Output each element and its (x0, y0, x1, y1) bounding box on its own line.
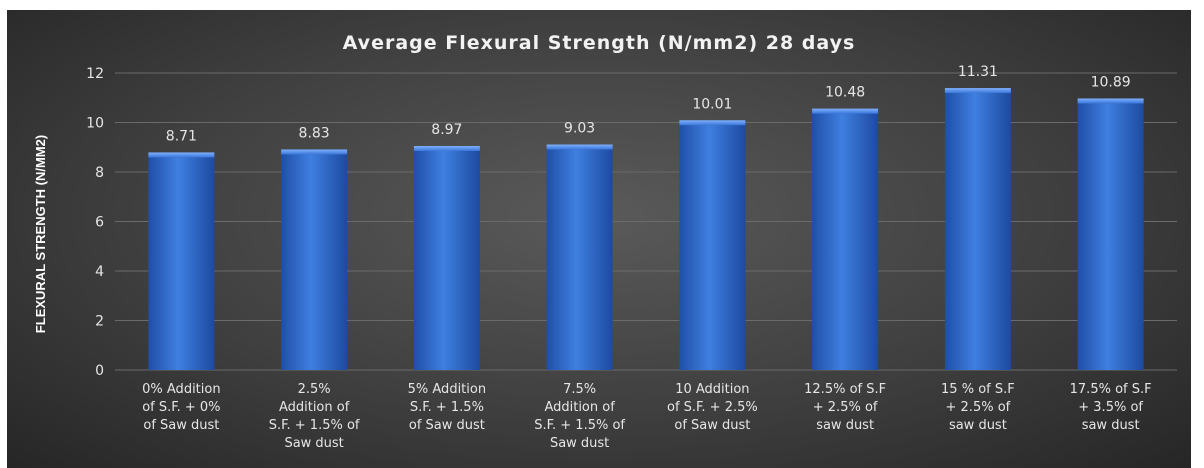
bar-cap (1077, 98, 1144, 104)
category-label: 10 Addition of S.F. + 2.5% of Saw dust (667, 382, 758, 433)
bar (413, 145, 480, 370)
bar-body (944, 90, 1011, 370)
bar-cap (812, 108, 879, 114)
category-label-line: Saw dust (284, 436, 343, 451)
category-label-line: of S.F. + 2.5% (667, 400, 758, 415)
bar (148, 152, 215, 370)
bar-cap (281, 149, 348, 155)
category-label-line: + 2.5% of (813, 400, 878, 415)
category-label-line: 5% Addition (408, 382, 486, 397)
bar (812, 108, 879, 371)
y-tick-label: 10 (86, 116, 104, 132)
category-label-line: 12.5% of S.F (804, 382, 886, 397)
chart-area: Average Flexural Strength (N/mm2) 28 day… (7, 10, 1191, 468)
bar-body (679, 122, 746, 370)
category-label-line: + 3.5% of (1078, 400, 1143, 415)
data-label: 9.03 (564, 121, 595, 137)
category-label: 15 % of S.F + 2.5% of saw dust (941, 382, 1015, 433)
data-label: 11.31 (958, 64, 998, 80)
category-label-line: saw dust (949, 418, 1007, 433)
category-label-line: of Saw dust (674, 418, 750, 433)
y-tick-label: 8 (95, 165, 104, 181)
category-label-line: 15 % of S.F (941, 382, 1015, 397)
category-label-line: 17.5% of S.F (1070, 382, 1152, 397)
bar (1077, 98, 1144, 370)
bar-body (281, 151, 348, 370)
category-label: 17.5% of S.F + 3.5% of saw dust (1070, 382, 1152, 433)
bar-cap (944, 88, 1011, 94)
data-label: 10.48 (825, 85, 865, 101)
y-axis-label: FLEXURAL STRENGTH (N/MM2) (33, 135, 48, 333)
category-label: 0% Addition of S.F. + 0% of Saw dust (142, 382, 220, 433)
category-label-line: Addition of (544, 400, 615, 415)
category-label: 5% Addition S.F. + 1.5% of Saw dust (408, 382, 486, 433)
category-label-line: 0% Addition (142, 382, 220, 397)
bar-body (546, 146, 613, 370)
data-label: 8.83 (299, 125, 330, 141)
category-label-line: saw dust (816, 418, 874, 433)
bar-body (812, 110, 879, 371)
bar (546, 144, 613, 370)
category-label-line: S.F. + 1.5% of (269, 418, 360, 433)
category-label-line: Addition of (279, 400, 350, 415)
chart-title: Average Flexural Strength (N/mm2) 28 day… (343, 32, 856, 54)
category-label-line: of S.F. + 0% (142, 400, 220, 415)
bar (944, 88, 1011, 370)
category-label-line: of Saw dust (143, 418, 219, 433)
data-label: 8.71 (166, 128, 197, 144)
bar-body (413, 147, 480, 370)
bar-body (1077, 100, 1144, 370)
bar-cap (679, 120, 746, 126)
data-label: 10.89 (1091, 74, 1131, 90)
bar-chart: Average Flexural Strength (N/mm2) 28 day… (33, 32, 1177, 451)
category-label-line: saw dust (1082, 418, 1140, 433)
y-tick-label: 4 (95, 264, 104, 280)
y-tick-label: 12 (86, 66, 104, 82)
category-label-line: 7.5% (563, 382, 596, 397)
bar (281, 149, 348, 370)
y-tick-label: 2 (95, 314, 104, 330)
category-label-line: Saw dust (550, 436, 609, 451)
y-tick-label: 6 (95, 215, 104, 231)
bar-cap (148, 152, 215, 158)
category-label: 12.5% of S.F + 2.5% of saw dust (804, 382, 886, 433)
category-label-line: of Saw dust (409, 418, 485, 433)
data-label: 10.01 (692, 96, 732, 112)
y-tick-label: 0 (95, 363, 104, 379)
bar-cap (546, 144, 613, 150)
bar (679, 120, 746, 370)
category-label-line: S.F. + 1.5% of (534, 418, 625, 433)
category-label-line: S.F. + 1.5% (410, 400, 484, 415)
bar-body (148, 154, 215, 370)
bar-cap (413, 145, 480, 151)
category-label: 2.5% Addition of S.F. + 1.5% of Saw dust (269, 382, 360, 451)
data-label: 8.97 (431, 122, 462, 138)
category-label-line: 10 Addition (675, 382, 749, 397)
category-label: 7.5% Addition of S.F. + 1.5% of Saw dust (534, 382, 625, 451)
category-label-line: 2.5% (298, 382, 331, 397)
category-label-line: + 2.5% of (946, 400, 1011, 415)
